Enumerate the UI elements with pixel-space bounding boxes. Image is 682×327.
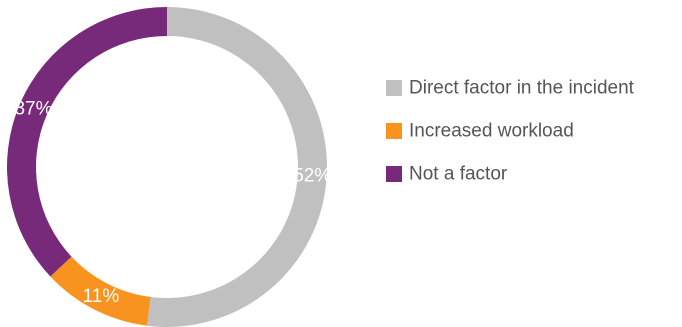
chart-legend: Direct factor in the incident Increased w… bbox=[386, 78, 635, 185]
legend-label-direct-factor-in-the-incident: Direct factor in the incident bbox=[409, 78, 635, 99]
donut-slices bbox=[7, 7, 328, 327]
donut-slice-not-a-factor bbox=[7, 7, 167, 277]
donut-slice-increased-workload bbox=[50, 256, 151, 326]
legend-swatch-not-a-factor bbox=[386, 166, 402, 182]
donut-slice-direct-factor-in-the-incident bbox=[146, 7, 328, 327]
donut-slice-labels: 52% 11% 37% bbox=[14, 99, 331, 307]
slice-label-increased-workload: 11% bbox=[83, 286, 120, 307]
legend-swatch-increased-workload bbox=[386, 123, 402, 139]
legend-label-increased-workload: Increased workload bbox=[409, 121, 574, 142]
slice-label-direct-factor-in-the-incident: 52% bbox=[293, 166, 331, 187]
legend-swatch-direct-factor-in-the-incident bbox=[386, 80, 402, 96]
slice-label-not-a-factor: 37% bbox=[14, 99, 52, 120]
legend-label-not-a-factor: Not a factor bbox=[409, 164, 508, 185]
